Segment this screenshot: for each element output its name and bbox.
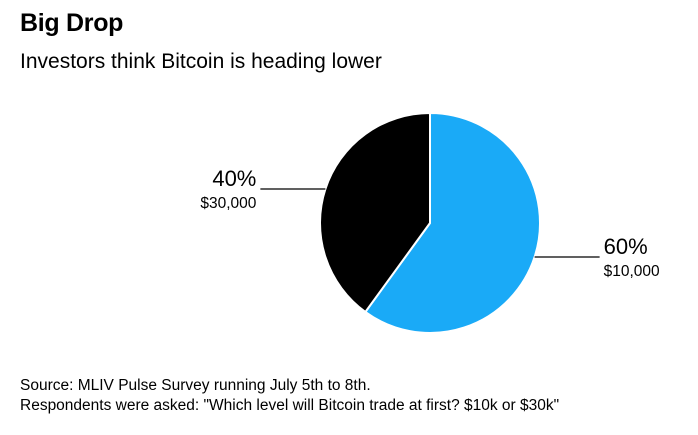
chart-footer: Source: MLIV Pulse Survey running July 5… xyxy=(20,376,559,416)
pie-slice-30000 xyxy=(319,111,431,314)
pie-chart: 60% $10,000 40% $30,000 xyxy=(200,111,660,334)
chart-subtitle: Investors think Bitcoin is heading lower xyxy=(20,50,382,73)
slice-value-label: $30,000 xyxy=(200,195,256,212)
survey-question-note: Respondents were asked: "Which level wil… xyxy=(20,397,560,414)
slice-percent-label: 60% xyxy=(604,234,648,259)
slice-value-label: $10,000 xyxy=(604,263,660,280)
slice-percent-label: 40% xyxy=(212,166,256,191)
chart-title: Big Drop xyxy=(20,9,124,37)
source-note: Source: MLIV Pulse Survey running July 5… xyxy=(20,377,371,394)
